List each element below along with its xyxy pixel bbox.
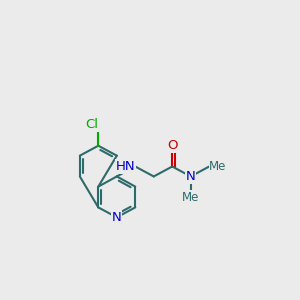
Text: Cl: Cl: [85, 118, 98, 131]
Text: Me: Me: [209, 160, 226, 173]
Text: N: N: [186, 170, 196, 183]
Text: HN: HN: [116, 160, 135, 173]
Text: O: O: [167, 139, 178, 152]
Text: N: N: [112, 211, 122, 224]
Text: Me: Me: [182, 191, 200, 204]
